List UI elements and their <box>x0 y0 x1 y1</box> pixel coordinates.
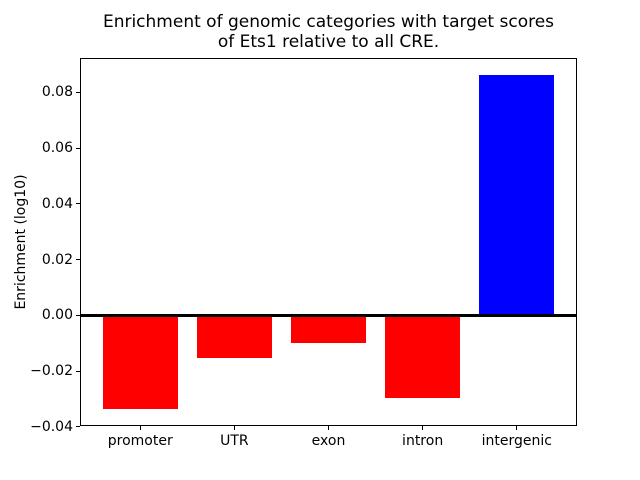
x-tick <box>516 426 518 430</box>
bar-promoter <box>102 315 178 410</box>
y-tick <box>76 203 80 205</box>
x-tick <box>328 426 329 430</box>
bar-UTR <box>196 315 273 358</box>
y-tick <box>76 259 80 261</box>
bar-exon <box>290 315 367 343</box>
x-tick-label: UTR <box>220 433 249 449</box>
chart-title: Enrichment of genomic categories with ta… <box>102 12 555 52</box>
y-tick-label: 0.06 <box>41 140 73 157</box>
y-axis-label: Enrichment (log10) <box>13 174 29 310</box>
y-tick-label: 0.08 <box>41 84 73 101</box>
x-tick <box>422 426 424 430</box>
x-tick-label: intron <box>402 433 444 449</box>
bar-intergenic <box>479 74 555 316</box>
y-tick <box>76 91 80 93</box>
x-tick-label: intergenic <box>481 433 552 449</box>
bar-intron <box>384 315 461 398</box>
y-tick-label: −0.02 <box>30 363 73 380</box>
y-tick-label: −0.04 <box>30 418 73 435</box>
y-tick <box>76 370 80 372</box>
y-tick-label: 0.02 <box>41 251 73 268</box>
zero-line <box>80 314 577 317</box>
y-tick <box>76 147 80 149</box>
y-tick <box>76 426 80 428</box>
x-tick <box>233 426 235 430</box>
x-tick-label: exon <box>311 433 346 449</box>
x-tick-label: promoter <box>107 433 173 449</box>
y-tick <box>76 314 80 316</box>
y-tick-label: 0.04 <box>41 195 73 212</box>
y-tick-label: 0.00 <box>41 307 73 324</box>
x-tick <box>139 426 141 430</box>
